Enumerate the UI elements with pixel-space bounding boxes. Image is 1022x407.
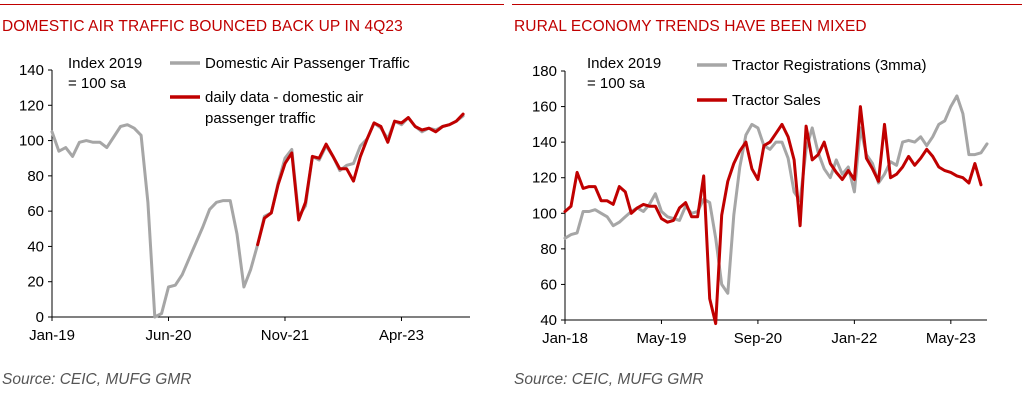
x-tick-label: Jan-18 xyxy=(542,330,588,347)
y-tick-label: 180 xyxy=(532,63,557,80)
legend-label: daily data - domestic air xyxy=(205,89,363,106)
x-tick-label: Jan-22 xyxy=(831,330,877,347)
y-tick-label: 100 xyxy=(19,133,44,150)
index-annotation: Index 2019 xyxy=(587,55,661,72)
series-line xyxy=(50,114,465,319)
y-tick-label: 0 xyxy=(36,309,44,326)
title-rule xyxy=(512,4,1022,5)
chart-panel-rural-economy: RURAL ECONOMY TRENDS HAVE BEEN MIXED 40 6… xyxy=(512,0,1022,407)
legend-label: passenger traffic xyxy=(205,110,316,127)
x-tick-label: Sep-20 xyxy=(734,330,782,347)
x-tick-label: Jan-19 xyxy=(29,327,75,344)
y-tick-label: 20 xyxy=(27,274,44,291)
index-annotation: = 100 sa xyxy=(68,75,127,92)
x-tick-label: Jun-20 xyxy=(146,327,192,344)
chart-panel-air-traffic: DOMESTIC AIR TRAFFIC BOUNCED BACK UP IN … xyxy=(0,0,504,407)
x-tick-label: May-23 xyxy=(926,330,976,347)
x-tick-label: Nov-21 xyxy=(261,327,309,344)
x-tick-label: Apr-23 xyxy=(379,327,424,344)
y-tick-label: 80 xyxy=(540,241,557,258)
rural-economy-chart: 40 60 80 100 120 140 160 180 Jan-18 May-19 Sep-20 J… xyxy=(532,55,989,347)
chart-source: Source: CEIC, MUFG GMR xyxy=(514,371,704,388)
series-line xyxy=(563,105,983,326)
y-tick-label: 140 xyxy=(532,134,557,151)
y-tick-label: 160 xyxy=(532,99,557,116)
y-tick-label: 40 xyxy=(540,312,557,329)
legend-label: Domestic Air Passenger Traffic xyxy=(205,55,410,72)
air-traffic-chart: 0 20 40 60 80 100 120 140 Jan-19 Jun-20 Nov-21 Apr-… xyxy=(19,55,470,344)
y-tick-label: 80 xyxy=(27,168,44,185)
y-tick-label: 100 xyxy=(532,205,557,222)
y-tick-label: 40 xyxy=(27,238,44,255)
y-tick-label: 60 xyxy=(540,276,557,293)
y-tick-label: 60 xyxy=(27,203,44,220)
x-tick-label: May-19 xyxy=(636,330,686,347)
y-tick-label: 120 xyxy=(532,170,557,187)
chart-title: RURAL ECONOMY TRENDS HAVE BEEN MIXED xyxy=(514,18,867,35)
chart-title: DOMESTIC AIR TRAFFIC BOUNCED BACK UP IN … xyxy=(2,18,403,35)
index-annotation: = 100 sa xyxy=(587,75,646,92)
series-line xyxy=(256,112,465,247)
series-line xyxy=(563,94,989,295)
chart-source: Source: CEIC, MUFG GMR xyxy=(2,371,192,388)
y-tick-label: 140 xyxy=(19,62,44,79)
index-annotation: Index 2019 xyxy=(68,55,142,72)
legend-label: Tractor Registrations (3mma) xyxy=(732,57,927,74)
y-tick-label: 120 xyxy=(19,97,44,114)
title-rule xyxy=(0,4,504,5)
legend-label: Tractor Sales xyxy=(732,92,821,109)
